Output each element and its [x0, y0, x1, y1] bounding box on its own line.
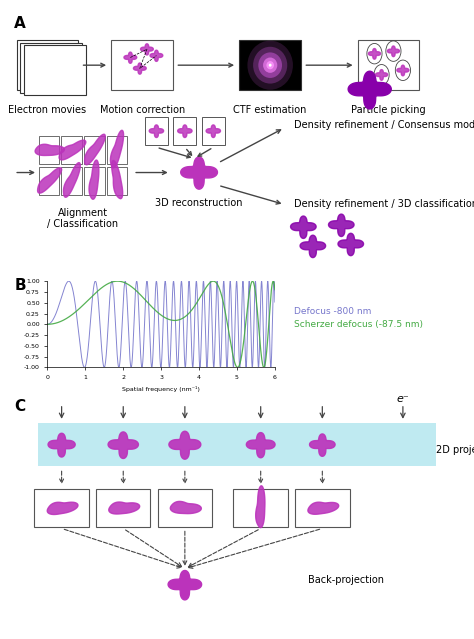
Polygon shape — [59, 140, 86, 160]
Polygon shape — [108, 432, 138, 458]
Bar — [145, 116, 168, 146]
Polygon shape — [110, 130, 124, 168]
Text: Back-projection: Back-projection — [308, 575, 384, 585]
Bar — [17, 40, 78, 90]
Bar — [34, 489, 89, 527]
Polygon shape — [308, 502, 339, 514]
Bar — [157, 489, 212, 527]
Polygon shape — [149, 125, 164, 137]
Bar — [111, 40, 173, 90]
Text: Density refinement / Consensus model: Density refinement / Consensus model — [294, 119, 474, 130]
Text: 2D projection: 2D projection — [436, 445, 474, 456]
Ellipse shape — [258, 52, 282, 78]
Polygon shape — [387, 46, 400, 57]
Polygon shape — [206, 125, 220, 137]
Polygon shape — [85, 134, 105, 165]
Bar — [96, 489, 151, 527]
Bar — [38, 136, 59, 164]
Polygon shape — [64, 163, 80, 197]
Bar — [233, 489, 288, 527]
Text: C: C — [14, 399, 25, 414]
Polygon shape — [291, 216, 316, 238]
Ellipse shape — [266, 61, 274, 69]
Polygon shape — [178, 125, 192, 137]
Text: Alignment
/ Classification: Alignment / Classification — [47, 208, 118, 229]
Polygon shape — [368, 49, 381, 59]
Polygon shape — [48, 433, 75, 457]
Bar — [20, 43, 82, 93]
Text: Defocus -800 nm: Defocus -800 nm — [294, 307, 371, 316]
Ellipse shape — [269, 64, 272, 66]
Bar — [202, 116, 225, 146]
Text: e⁻: e⁻ — [397, 394, 409, 404]
Bar — [239, 40, 301, 90]
Bar — [173, 116, 196, 146]
Polygon shape — [35, 144, 64, 155]
Polygon shape — [112, 160, 123, 199]
Text: A: A — [14, 16, 26, 31]
Bar — [38, 423, 436, 466]
X-axis label: Spatial frequency (nm⁻¹): Spatial frequency (nm⁻¹) — [122, 385, 200, 392]
Text: CTF estimation: CTF estimation — [234, 105, 307, 116]
Bar — [38, 167, 59, 195]
Polygon shape — [89, 160, 99, 199]
Ellipse shape — [247, 41, 293, 89]
Polygon shape — [168, 571, 201, 600]
Polygon shape — [141, 44, 153, 55]
Text: Density refinement / 3D classification: Density refinement / 3D classification — [294, 199, 474, 210]
Polygon shape — [375, 70, 388, 81]
Polygon shape — [246, 433, 275, 458]
Text: B: B — [14, 278, 26, 293]
Bar — [295, 489, 349, 527]
Polygon shape — [310, 434, 335, 456]
Polygon shape — [181, 157, 218, 189]
Polygon shape — [150, 50, 163, 61]
Ellipse shape — [263, 58, 277, 73]
Bar — [24, 45, 86, 95]
Text: Motion correction: Motion correction — [100, 105, 185, 116]
Text: Electron movies: Electron movies — [9, 105, 86, 116]
Ellipse shape — [253, 47, 287, 84]
Text: Scherzer defocus (-87.5 nm): Scherzer defocus (-87.5 nm) — [294, 320, 423, 328]
Bar — [61, 167, 82, 195]
Polygon shape — [109, 502, 140, 514]
Bar — [84, 167, 105, 195]
Polygon shape — [328, 214, 354, 236]
Polygon shape — [255, 486, 265, 528]
Polygon shape — [170, 502, 201, 514]
Text: Particle picking: Particle picking — [351, 105, 426, 116]
Bar — [358, 40, 419, 90]
Polygon shape — [348, 71, 391, 109]
Bar — [84, 136, 105, 164]
Polygon shape — [124, 52, 137, 63]
Polygon shape — [169, 431, 201, 459]
Bar — [61, 136, 82, 164]
Polygon shape — [134, 63, 146, 74]
Polygon shape — [37, 168, 62, 193]
Polygon shape — [338, 233, 364, 256]
Polygon shape — [300, 235, 326, 258]
Polygon shape — [47, 502, 78, 514]
Bar — [107, 167, 128, 195]
Polygon shape — [397, 65, 409, 76]
Text: 3D reconstruction: 3D reconstruction — [155, 198, 243, 208]
Bar — [107, 136, 128, 164]
